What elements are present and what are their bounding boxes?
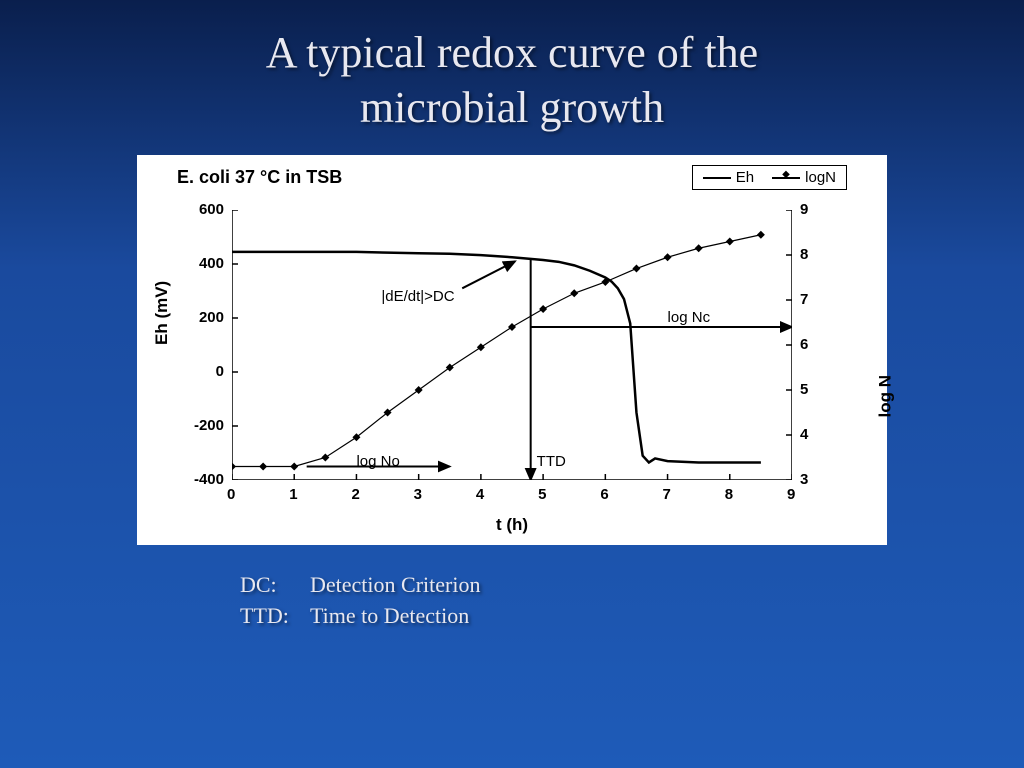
legend-label-logn: logN xyxy=(805,169,836,186)
legend: Eh logN xyxy=(692,165,847,190)
legend-item-logn: logN xyxy=(772,169,836,186)
footer-row-dc: DC: Detection Criterion xyxy=(240,570,1024,601)
footer-val-dc: Detection Criterion xyxy=(310,570,480,601)
footer-row-ttd: TTD: Time to Detection xyxy=(240,601,1024,632)
footer-key-ttd: TTD: xyxy=(240,601,310,632)
chart-subtitle: E. coli 37 °C in TSB xyxy=(177,167,342,188)
y-axis-left-label: Eh (mV) xyxy=(152,281,172,345)
title-line-2: microbial growth xyxy=(360,83,664,132)
title-line-1: A typical redox curve of the xyxy=(266,28,758,77)
footer-val-ttd: Time to Detection xyxy=(310,601,469,632)
plot-area xyxy=(232,210,792,480)
footer-key-dc: DC: xyxy=(240,570,310,601)
footer-definitions: DC: Detection Criterion TTD: Time to Det… xyxy=(240,570,1024,632)
legend-label-eh: Eh xyxy=(736,169,754,186)
x-axis-label: t (h) xyxy=(496,515,528,535)
legend-swatch-eh xyxy=(703,177,731,179)
chart-panel: E. coli 37 °C in TSB Eh logN Eh (mV) log… xyxy=(137,155,887,545)
y-axis-right-label: log N xyxy=(875,375,895,418)
legend-swatch-logn xyxy=(772,177,800,179)
legend-item-eh: Eh xyxy=(703,169,754,186)
slide-title: A typical redox curve of the microbial g… xyxy=(0,0,1024,135)
